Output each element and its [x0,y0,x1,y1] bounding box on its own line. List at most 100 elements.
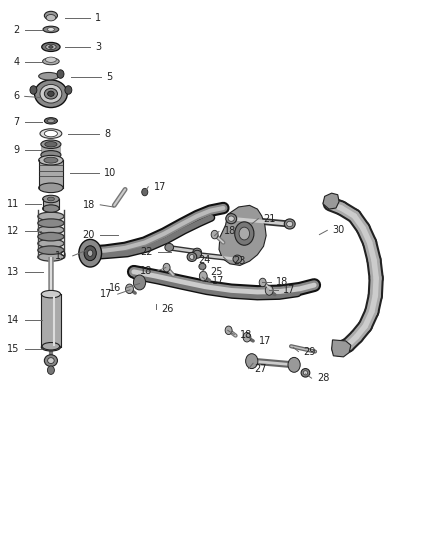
Ellipse shape [38,253,64,261]
Circle shape [199,271,207,281]
Ellipse shape [44,88,57,99]
Text: 23: 23 [233,256,245,266]
Text: 3: 3 [95,43,102,52]
Text: 6: 6 [13,91,19,101]
Ellipse shape [44,355,57,367]
Text: 1: 1 [95,13,102,23]
Text: 15: 15 [7,344,19,354]
Ellipse shape [39,183,63,192]
Text: 29: 29 [304,346,316,357]
Ellipse shape [46,14,56,21]
Circle shape [265,286,273,295]
Ellipse shape [190,255,194,260]
Ellipse shape [42,205,59,212]
Ellipse shape [44,118,57,124]
Text: 25: 25 [210,267,223,277]
Text: 17: 17 [153,182,166,192]
Ellipse shape [233,255,242,263]
Ellipse shape [165,244,173,252]
Ellipse shape [38,219,64,228]
Ellipse shape [199,263,206,270]
Polygon shape [41,144,61,155]
Polygon shape [42,199,59,208]
Ellipse shape [45,142,57,147]
Ellipse shape [287,221,293,227]
Ellipse shape [38,212,64,221]
Text: 11: 11 [7,199,19,209]
Ellipse shape [228,216,234,221]
Text: 13: 13 [7,267,19,277]
Text: 28: 28 [317,373,329,383]
Ellipse shape [42,43,60,52]
Circle shape [288,358,300,372]
Circle shape [239,227,250,240]
Circle shape [235,222,254,245]
Circle shape [142,188,148,196]
Text: 17: 17 [259,336,272,346]
Polygon shape [39,160,63,188]
Text: 17: 17 [212,276,224,286]
Circle shape [126,284,134,294]
Text: 18: 18 [240,329,252,340]
Circle shape [88,250,93,256]
Text: 17: 17 [283,285,296,295]
Circle shape [225,326,232,335]
Text: 9: 9 [13,144,19,155]
Ellipse shape [187,253,197,262]
Ellipse shape [39,156,63,165]
Ellipse shape [41,151,61,159]
Ellipse shape [47,119,54,123]
Circle shape [65,86,72,94]
Ellipse shape [38,239,64,248]
Ellipse shape [46,44,56,50]
Ellipse shape [41,290,60,298]
Ellipse shape [303,370,307,375]
Ellipse shape [35,80,67,108]
Text: 2: 2 [13,25,19,35]
Ellipse shape [48,358,54,364]
Ellipse shape [47,197,54,201]
Text: 27: 27 [254,364,266,374]
Circle shape [246,354,258,368]
Ellipse shape [42,58,59,64]
Ellipse shape [301,368,310,377]
Text: 10: 10 [104,168,117,178]
Text: 7: 7 [13,117,19,127]
Ellipse shape [40,84,62,103]
Polygon shape [219,205,266,265]
Circle shape [243,333,251,342]
Text: 18: 18 [141,266,152,276]
Text: 18: 18 [224,227,237,237]
Ellipse shape [38,225,64,234]
Circle shape [134,275,146,290]
Ellipse shape [44,131,57,137]
Ellipse shape [193,248,201,256]
Polygon shape [323,193,339,209]
Text: 20: 20 [83,230,95,240]
Circle shape [259,278,266,287]
Text: 12: 12 [7,226,19,236]
Ellipse shape [46,57,57,62]
Text: 8: 8 [104,128,110,139]
Ellipse shape [226,214,237,224]
Text: 16: 16 [109,283,121,293]
Ellipse shape [49,46,53,49]
Text: 5: 5 [106,72,113,82]
Circle shape [84,246,96,261]
Ellipse shape [38,246,64,254]
Circle shape [30,86,37,94]
Circle shape [79,239,102,267]
Text: 4: 4 [13,57,19,67]
Ellipse shape [44,11,57,20]
Ellipse shape [44,157,58,163]
Text: 24: 24 [198,255,210,265]
Ellipse shape [42,343,60,350]
Text: 17: 17 [100,289,113,299]
Ellipse shape [48,91,54,96]
Circle shape [211,230,218,239]
Text: 30: 30 [332,225,345,236]
Ellipse shape [42,195,59,203]
Circle shape [163,263,170,272]
Ellipse shape [284,219,295,229]
Text: 22: 22 [140,247,152,256]
